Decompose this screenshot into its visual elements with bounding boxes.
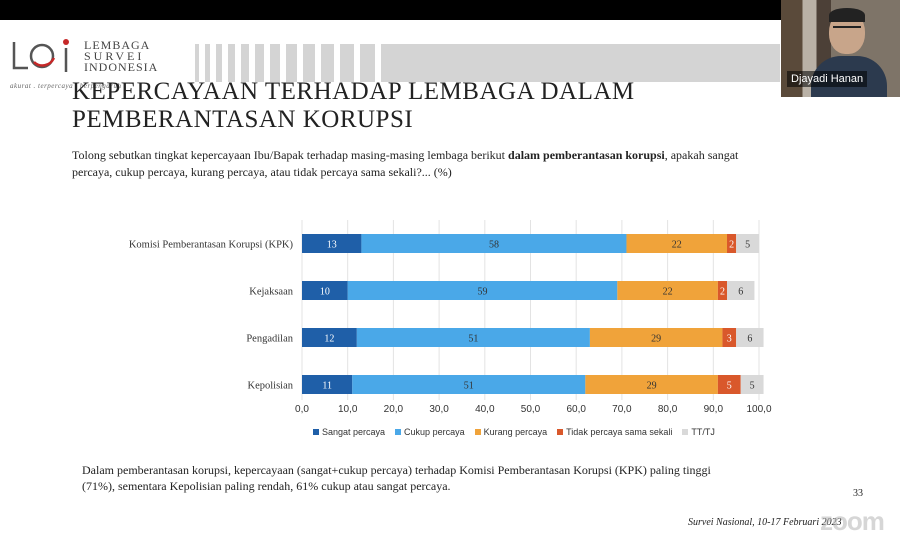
bar-segment (302, 375, 353, 394)
x-tick-label: 70,0 (612, 404, 632, 415)
x-tick-label: 50,0 (521, 404, 541, 415)
bar-data-label: 5 (727, 381, 732, 392)
bar-data-label: 6 (747, 334, 752, 345)
bar-data-label: 51 (464, 381, 474, 392)
bar-segment (589, 328, 723, 347)
bar-segment (617, 281, 718, 300)
bar-segment (717, 375, 741, 394)
bar-data-label: 11 (322, 381, 332, 392)
zoom-watermark: zoom (820, 506, 885, 536)
bar-segment (302, 328, 357, 347)
slide-title: KEPERCAYAAN TERHADAP LEMBAGA DALAM PEMBE… (72, 78, 635, 133)
bar-segment (585, 375, 718, 394)
presentation-slide (0, 20, 900, 538)
legend-item: TT/TJ (682, 427, 715, 437)
bar-data-label: 22 (663, 287, 673, 298)
bar-segment (717, 281, 728, 300)
legend-label: Sangat percaya (322, 427, 386, 437)
bar-data-label: 2 (729, 240, 734, 251)
legend-item: Sangat percaya (313, 427, 385, 437)
bar-data-label: 12 (324, 334, 334, 345)
question-text-post: , apakah sangat percaya, cukup percaya, … (72, 148, 739, 179)
legend-label: Kurang percaya (483, 427, 548, 437)
slide-question: Tolong sebutkan tingkat kepercayaan Ibu/… (72, 147, 772, 181)
x-tick-label: 30,0 (429, 404, 449, 415)
logo-line-2: SURVEI (84, 49, 145, 63)
bar-data-label: 13 (327, 240, 337, 251)
category-label: Kepolisian (248, 381, 294, 392)
bar-segment (722, 328, 737, 347)
bar-segment (361, 234, 627, 253)
category-label: Pengadilan (246, 334, 293, 345)
bar-data-label: 22 (672, 240, 682, 251)
x-tick-label: 60,0 (566, 404, 586, 415)
legend-label: Tidak percaya sama sekali (566, 427, 673, 437)
legend-item: Kurang percaya (474, 427, 548, 437)
stacked-bar-chart: 0,0 10,0 20,0 30,0 40,0 50,0 60,0 70,0 80,0 90,0 1… (129, 220, 772, 415)
legend-swatch (313, 429, 319, 435)
x-tick-label: 0,0 (295, 404, 309, 415)
bar-data-label: 29 (647, 381, 657, 392)
slide-footer: Survei Nasional, 10-17 Februari 2023 (688, 517, 842, 528)
legend-label: Cukup percaya (404, 427, 465, 437)
bar-data-label: 29 (651, 334, 661, 345)
x-tick-label: 100,0 (746, 404, 771, 415)
participant-name-label: Djayadi Hanan (787, 71, 868, 87)
question-text-pre: Tolong sebutkan tingkat kepercayaan Ibu/… (72, 148, 509, 162)
logo-line-3: INDONESIA (84, 60, 159, 74)
logo-line-1: LEMBAGA (84, 38, 151, 52)
bar-data-label: 59 (478, 287, 488, 298)
lsi-logo: LEMBAGA SURVEI INDONESIA akurat . terper… (8, 38, 168, 98)
slide-summary: Dalam pemberantasan korupsi, kepercayaan… (82, 463, 711, 493)
logo-tagline: akurat . terpercaya . berpengaruh (10, 82, 122, 90)
bar-segment (302, 281, 348, 300)
top-black-bar (0, 0, 900, 20)
bar-segment (356, 328, 590, 347)
legend-label: TT/TJ (691, 427, 715, 437)
legend-swatch (474, 429, 481, 435)
lsi-logo-text: LEMBAGA SURVEI INDONESIA (84, 38, 159, 74)
bar-segment (347, 281, 618, 300)
bar-segment (727, 234, 737, 253)
x-tick-label: 40,0 (475, 404, 495, 415)
x-tick-label: 10,0 (338, 404, 358, 415)
participant-video-tile[interactable]: Djayadi Hanan (781, 0, 900, 97)
bar-data-label: 6 (738, 287, 743, 298)
category-label: Komisi Pemberantasan Korupsi (KPK) (129, 240, 294, 251)
x-tick-label: 80,0 (658, 404, 678, 415)
x-tick-label: 20,0 (384, 404, 404, 415)
video-person-hair (829, 8, 865, 22)
bar-segment (302, 234, 362, 253)
bar-data-label: 5 (745, 240, 750, 251)
legend-swatch (395, 429, 402, 435)
lsi-logo-icon (12, 39, 69, 72)
legend-swatch (557, 429, 564, 435)
bar-data-label: 10 (320, 287, 330, 298)
bar-segment (736, 328, 764, 347)
page-number: 33 (853, 488, 863, 499)
bar-segment (626, 234, 728, 253)
bar-segment (727, 281, 755, 300)
video-person-glasses (833, 26, 861, 32)
legend-item: Tidak percaya sama sekali (557, 427, 672, 437)
bar-segment (740, 375, 764, 394)
legend-swatch (682, 429, 689, 435)
bar-data-label: 58 (489, 240, 499, 251)
decorative-stripes (195, 44, 780, 82)
bar-segment (352, 375, 586, 394)
chart-legend: Sangat percaya Cukup percaya Kurang percay… (313, 427, 715, 437)
bar-data-label: 5 (750, 381, 755, 392)
bar-segment (736, 234, 759, 253)
bar-data-label: 3 (727, 334, 732, 345)
question-text-bold: dalam pemberantasan korupsi (508, 148, 665, 162)
bar-data-label: 2 (720, 287, 725, 298)
category-label: Kejaksaan (249, 287, 293, 298)
legend-item: Cukup percaya (395, 427, 465, 437)
x-tick-label: 90,0 (704, 404, 724, 415)
bar-data-label: 51 (468, 334, 478, 345)
